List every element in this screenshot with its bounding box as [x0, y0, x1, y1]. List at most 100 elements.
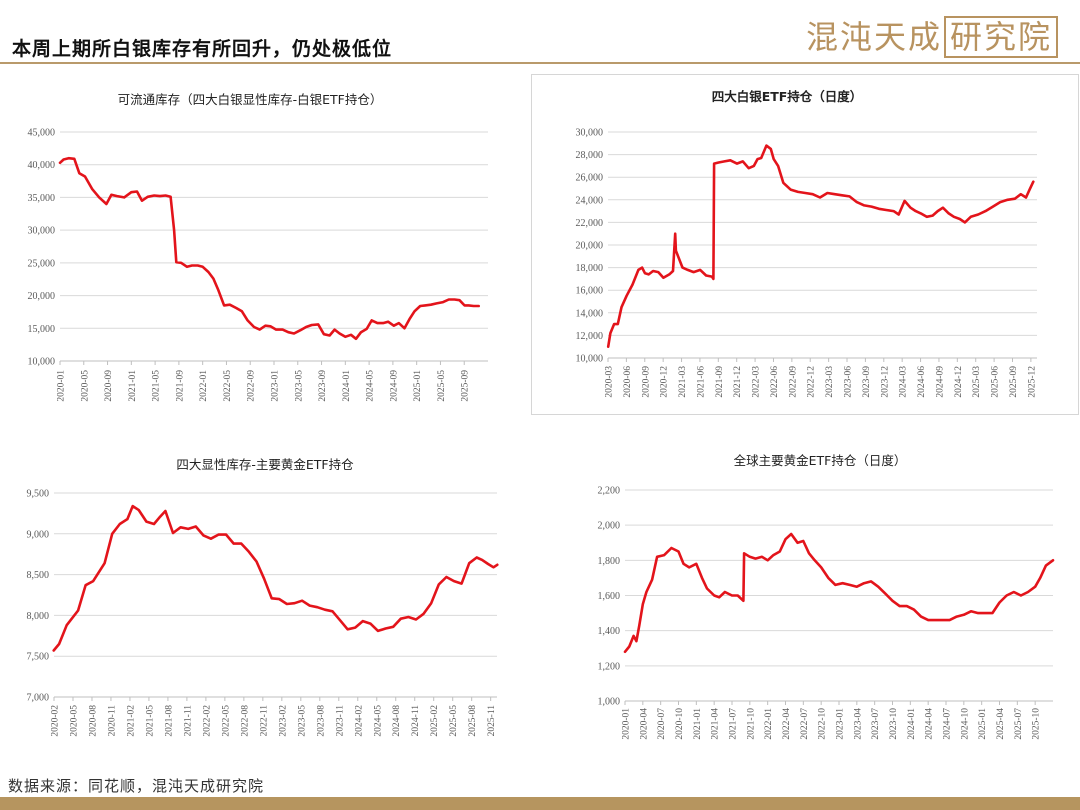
x-tick-label: 2021-03	[678, 366, 688, 398]
brand-logo: 混沌天成 研究院	[806, 12, 1058, 58]
x-tick-label: 2023-01	[836, 708, 846, 740]
y-tick-label: 8,500	[27, 570, 50, 581]
x-tick-label: 2020-01	[57, 370, 67, 402]
x-tick-label: 2023-08	[316, 705, 326, 737]
x-tick-label: 2025-09	[1009, 366, 1019, 398]
x-tick-label: 2021-12	[733, 366, 743, 398]
y-tick-label: 9,000	[27, 529, 50, 540]
x-tick-label: 2023-10	[889, 708, 899, 740]
y-tick-label: 28,000	[576, 150, 604, 161]
x-tick-label: 2021-09	[175, 370, 185, 402]
x-tick-label: 2021-05	[145, 705, 155, 737]
x-tick-label: 2020-03	[605, 366, 615, 398]
chart-gold-etf-adjusted: 四大显性库存-主要黄金ETF持仓 7,000 7,500 8,000 8,500 9,00…	[27, 457, 499, 737]
y-tick-label: 1,800	[598, 556, 621, 567]
x-tick-label: 2025-09	[461, 370, 471, 402]
y-tick-label: 20,000	[576, 241, 604, 252]
x-tick-label: 2022-04	[782, 708, 792, 740]
y-tick-label: 35,000	[28, 193, 56, 204]
x-tick-label: 2024-07	[943, 708, 953, 740]
x-tick-label: 2021-06	[696, 366, 706, 398]
x-tick-label: 2025-10	[1032, 708, 1042, 740]
x-tick-label: 2021-05	[152, 370, 162, 402]
x-tick-label: 2023-03	[825, 366, 835, 398]
x-tick-label: 2025-07	[1014, 708, 1024, 740]
x-tick-label: 2025-11	[487, 705, 497, 737]
x-tick-label: 2025-01	[413, 370, 423, 402]
x-tick-label: 2020-05	[69, 705, 79, 737]
x-tick-label: 2024-10	[960, 708, 970, 740]
x-tick-label: 2020-04	[639, 708, 649, 740]
x-tick-label: 2024-01	[907, 708, 917, 740]
x-tick-label: 2022-08	[240, 705, 250, 737]
series-line	[58, 156, 480, 341]
x-tick-label: 2020-10	[675, 708, 685, 740]
x-tick-label: 2021-10	[746, 708, 756, 740]
x-tick-label: 2022-05	[223, 370, 233, 402]
x-tick-label: 2021-08	[164, 705, 174, 737]
x-tick-label: 2024-05	[366, 370, 376, 402]
y-tick-label: 20,000	[28, 291, 56, 302]
title-divider	[0, 62, 1080, 64]
y-tick-label: 25,000	[28, 258, 56, 269]
x-tick-label: 2022-01	[199, 370, 209, 402]
y-tick-label: 1,400	[598, 626, 621, 637]
x-tick-label: 2022-10	[818, 708, 828, 740]
x-tick-label: 2020-07	[657, 708, 667, 740]
x-tick-label: 2024-01	[342, 370, 352, 402]
y-tick-label: 30,000	[576, 128, 604, 139]
x-tick-label: 2020-02	[51, 705, 61, 737]
chart-title: 全球主要黄金ETF持仓（日度）	[734, 453, 907, 468]
x-tick-label: 2025-06	[991, 366, 1001, 398]
logo-box-text: 研究院	[943, 16, 1058, 58]
x-tick-label: 2023-09	[862, 366, 872, 398]
y-tick-label: 1,000	[598, 697, 621, 708]
x-tick-label: 2025-04	[996, 708, 1006, 740]
x-tick-label: 2025-08	[468, 705, 478, 737]
y-tick-label: 10,000	[576, 354, 604, 365]
y-tick-label: 16,000	[576, 286, 604, 297]
x-tick-label: 2022-09	[788, 366, 798, 398]
footer-bar	[0, 797, 1080, 810]
x-tick-label: 2022-06	[770, 366, 780, 398]
y-tick-label: 18,000	[576, 263, 604, 274]
y-tick-label: 14,000	[576, 308, 604, 319]
x-tick-label: 2021-02	[126, 705, 136, 737]
series-line	[606, 144, 1035, 348]
x-tick-label: 2023-05	[294, 370, 304, 402]
y-tick-label: 7,500	[27, 652, 50, 663]
x-tick-label: 2025-12	[1027, 366, 1037, 398]
x-tick-label: 2023-04	[853, 708, 863, 740]
x-tick-label: 2021-01	[128, 370, 138, 402]
x-tick-label: 2021-04	[711, 708, 721, 740]
logo-text: 混沌天成	[805, 18, 942, 56]
x-tick-label: 2023-09	[318, 370, 328, 402]
x-tick-label: 2022-09	[247, 370, 257, 402]
y-tick-label: 15,000	[28, 324, 56, 335]
series-line	[52, 504, 499, 652]
x-tick-label: 2020-08	[88, 705, 98, 737]
y-tick-label: 24,000	[576, 195, 604, 206]
x-tick-label: 2024-03	[899, 366, 909, 398]
chart-available-inventory: 可流通库存（四大白银显性库存-白银ETF持仓） 10,000 15,000 20,00…	[28, 92, 488, 402]
x-tick-label: 2021-09	[715, 366, 725, 398]
x-tick-label: 2025-03	[972, 366, 982, 398]
x-tick-label: 2025-02	[430, 705, 440, 737]
y-tick-label: 2,000	[598, 521, 621, 532]
x-tick-label: 2025-01	[978, 708, 988, 740]
x-tick-label: 2020-05	[80, 370, 90, 402]
x-tick-label: 2024-02	[354, 705, 364, 737]
x-tick-label: 2025-05	[437, 370, 447, 402]
x-tick-label: 2022-01	[764, 708, 774, 740]
chart-title: 四大白银ETF持仓（日度）	[712, 89, 863, 104]
x-tick-label: 2020-09	[104, 370, 114, 402]
y-tick-label: 30,000	[28, 226, 56, 237]
x-tick-label: 2024-09	[389, 370, 399, 402]
x-tick-label: 2021-01	[693, 708, 703, 740]
x-tick-label: 2024-11	[411, 705, 421, 737]
x-tick-label: 2022-03	[752, 366, 762, 398]
chart-panel-global-gold-etf: 全球主要黄金ETF持仓（日度） 1,000 1,200 1,400 1,600 1,800…	[555, 445, 1075, 775]
page-title: 本周上期所白银库存有所回升，仍处极低位	[12, 38, 393, 60]
x-tick-label: 2024-04	[925, 708, 935, 740]
data-source-note: 数据来源：同花顺，混沌天成研究院	[8, 777, 265, 795]
